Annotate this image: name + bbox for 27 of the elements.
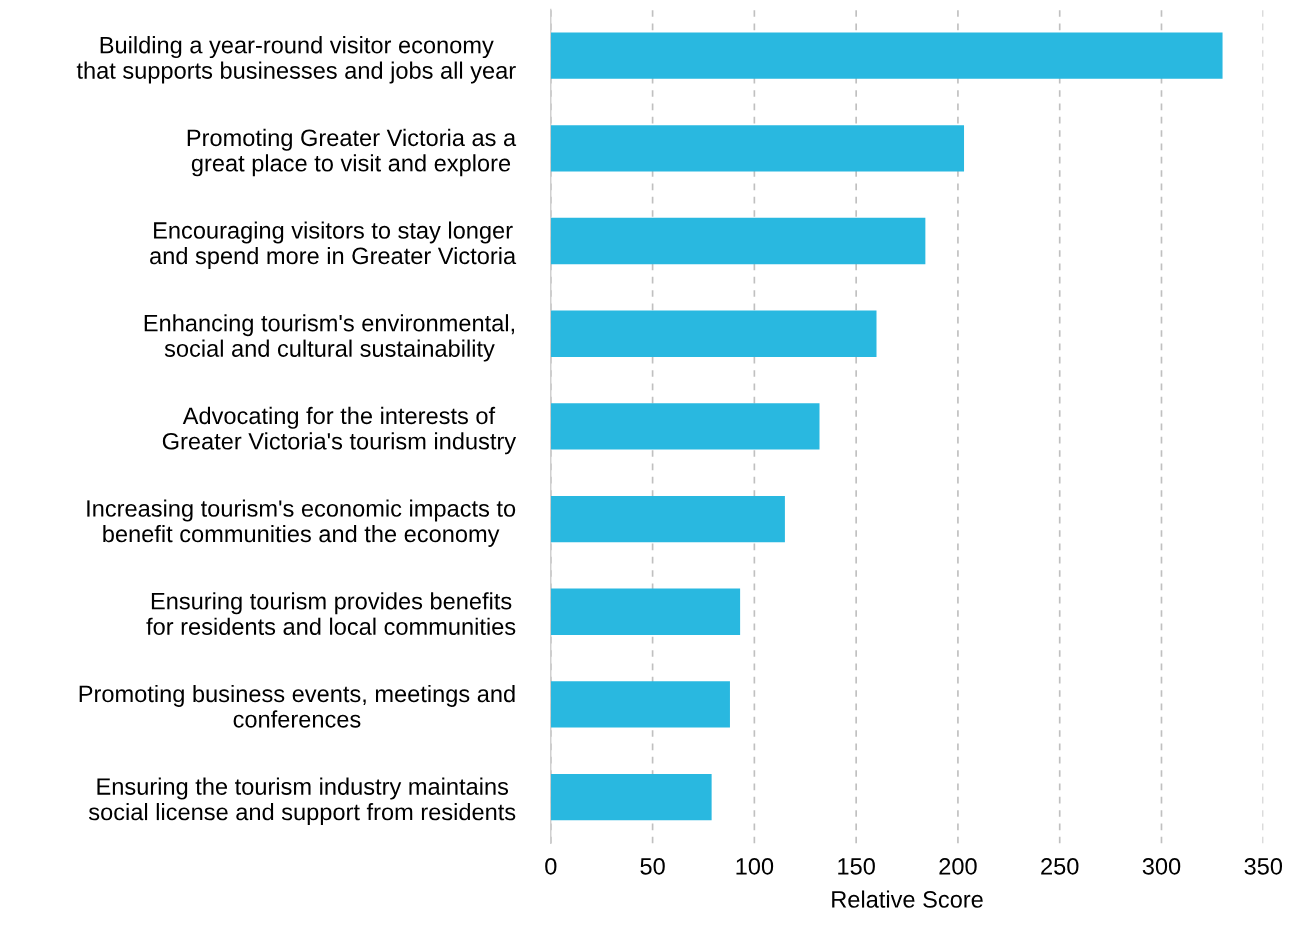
bar bbox=[550, 773, 712, 821]
bar bbox=[550, 217, 926, 265]
x-tick-label: 300 bbox=[1142, 857, 1181, 875]
y-tick-label: Advocating for the interests of Greater Victoria's tourism industry bbox=[162, 406, 517, 455]
bar bbox=[550, 681, 730, 728]
y-tick-label: Encouraging visitors to stay longer and spend more in Greater Victoria bbox=[150, 221, 517, 269]
x-tick-label: 150 bbox=[838, 857, 875, 875]
y-tick-label: Building a year-round visitor economy that supports businesses and jobs all year bbox=[76, 36, 516, 84]
bar bbox=[550, 125, 965, 172]
bar bbox=[550, 310, 877, 357]
y-tick-label: Ensuring tourism provides benefits for residents and local communities bbox=[146, 592, 516, 635]
bar bbox=[550, 588, 741, 635]
y-tick-label: Enhancing tourism's environmental, social and cultural sustainability bbox=[144, 314, 514, 362]
y-tick-label: Ensuring the tourism industry maintains social license and support from residents bbox=[88, 777, 516, 825]
y-tick-label: Promoting business events, meetings and conferences bbox=[79, 684, 515, 728]
x-tick-label: 350 bbox=[1244, 857, 1283, 875]
bar bbox=[550, 495, 785, 543]
bar bbox=[550, 32, 1223, 79]
x-tick-label: 50 bbox=[640, 857, 665, 875]
y-tick-label: Increasing tourism's economic impacts to benefit communities and the economy bbox=[87, 499, 516, 547]
x-tick-label: 250 bbox=[1041, 857, 1079, 875]
x-tick-label: 200 bbox=[939, 857, 977, 875]
y-tick-label: Promoting Greater Victoria as a great place to visit and explore bbox=[187, 128, 517, 177]
bar bbox=[550, 403, 820, 450]
x-tick-label: 100 bbox=[736, 857, 774, 875]
x-tick-label: 0 bbox=[545, 857, 557, 875]
x-axis-title: Relative Score bbox=[832, 890, 983, 908]
